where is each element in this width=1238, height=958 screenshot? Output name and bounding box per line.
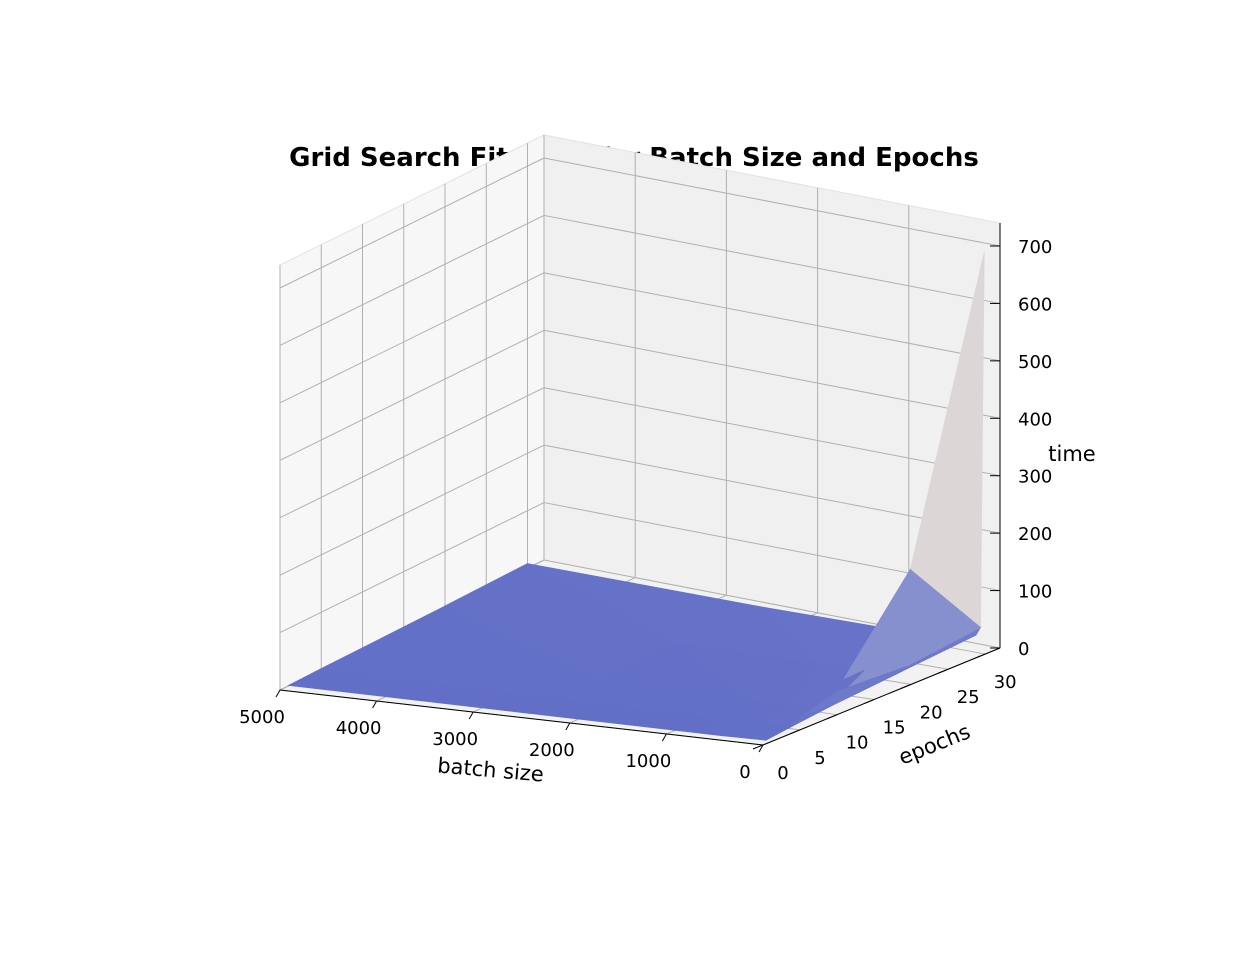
surface-facet [721,721,762,741]
y-tick-label: 20 [920,702,943,723]
z-axis-label: time [1048,442,1095,466]
axis-lines [279,223,1001,746]
left-grid-z [279,502,545,634]
x-tick-mark [758,744,764,753]
back-grid-z [543,157,1001,247]
y-tick-label: 5 [814,748,825,769]
x-tick-label: 4000 [336,718,382,739]
surface-facet [672,716,723,737]
back-grid-z [543,272,1001,362]
left-grid-z [279,387,545,519]
back-grid-z [543,329,1001,419]
y-tick-mark [789,729,801,735]
x-tick-label: 5000 [239,707,285,728]
y-axis-label: epochs [895,719,973,769]
y-tick-mark [937,668,949,674]
x-tick-label: 0 [739,762,750,783]
y-tick-mark [900,683,912,689]
y-tick-mark [752,744,764,750]
back-grid-z [543,214,1001,304]
y-tick-label: 15 [883,718,906,739]
z-tick-label: 500 [1018,352,1052,373]
y-tick-label: 0 [777,763,788,784]
z-tick-label: 0 [1018,639,1029,660]
x-tick-mark [565,722,571,731]
z-tick-label: 300 [1018,467,1052,488]
x-tick-label: 2000 [529,740,575,761]
z-tick-label: 700 [1018,237,1052,258]
y-tick-mark [975,653,986,659]
tick-labels: 0100020003000400050000510152025300100200… [239,237,1052,784]
z-tick-label: 100 [1018,582,1052,603]
left-grid-z [279,214,545,346]
z-tick-label: 600 [1018,294,1052,315]
x-tick-label: 1000 [625,751,671,772]
surface-mesh [287,251,985,741]
x-tick-mark [275,689,281,698]
x-tick-mark [468,711,474,720]
left-grid-z [279,272,545,404]
y-tick-mark [826,714,838,720]
y-tick-mark [863,699,875,704]
y-tick-label: 10 [846,733,869,754]
z-tick-label: 200 [1018,524,1052,545]
y-axis-line [762,647,1001,746]
left-grid-z [279,329,545,461]
z-tick-label: 400 [1018,409,1052,430]
y-tick-label: 25 [957,687,980,708]
y-tick-label: 30 [994,672,1017,693]
left-grid-z [279,157,545,289]
surface-facet [765,724,796,741]
x-tick-label: 3000 [432,729,478,750]
x-tick-mark [661,733,667,742]
x-axis-line [279,689,764,746]
x-tick-mark [372,700,378,709]
back-grid-z [543,387,1001,477]
left-grid-z [279,444,545,576]
